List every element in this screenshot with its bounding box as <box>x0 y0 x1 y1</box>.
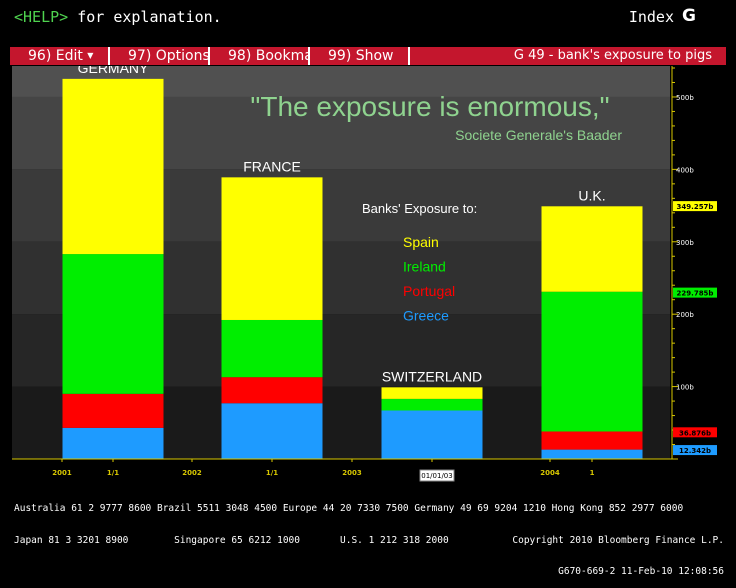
bar-segment-spain <box>381 387 483 399</box>
bars <box>62 78 643 459</box>
x-tick-label: 1/1 <box>266 469 278 477</box>
bar-segment-greece <box>541 449 643 459</box>
bar-segment-spain <box>541 206 643 292</box>
value-tag: 12.342b <box>673 445 717 456</box>
x-tick-label: 2004 <box>540 469 560 477</box>
x-tick-label: 2001 <box>52 469 72 477</box>
menu-bar: 96) Edit ▼ 97) Options ▼ 98) Bookmark 99… <box>10 47 726 65</box>
footer-line-1: Australia 61 2 9777 8600 Brazil 5511 304… <box>14 503 684 514</box>
category-label: U.K. <box>578 187 605 203</box>
edit-caret-icon: ▼ <box>87 51 94 60</box>
bar-segment-ireland <box>381 398 483 411</box>
value-tag-label: 349.257b <box>677 203 714 211</box>
chart-area: GERMANY FRANCE SWITZERLAND U.K. Banks' Expo… <box>10 60 726 484</box>
show-menu-label: 99) Show <box>328 48 394 64</box>
bookmark-menu[interactable]: 98) Bookmark <box>210 47 310 65</box>
index-label: Index <box>628 8 674 26</box>
category-label: GERMANY <box>78 66 149 76</box>
category-label: FRANCE <box>243 158 301 174</box>
options-menu-label: 97) Options <box>128 48 210 64</box>
legend-entry-greece: Greece <box>403 308 449 324</box>
screen-id-text: G670-669-2 11-Feb-10 12:08:56 <box>558 566 724 577</box>
y-tick-label: 200b <box>676 311 694 319</box>
value-tag: 36.876b <box>673 427 717 438</box>
value-tag-background <box>673 287 717 298</box>
bookmark-menu-label: 98) Bookmark <box>228 48 308 64</box>
bar-segment-ireland <box>541 291 643 432</box>
footer: Australia 61 2 9777 8600 Brazil 5511 304… <box>14 483 724 588</box>
footer-line-2: Japan 81 3 3201 8900 Singapore 65 6212 1… <box>14 534 724 547</box>
bar-segment-spain <box>221 177 323 320</box>
legend-entry-spain: Spain <box>403 234 439 250</box>
y-tick-label: 400b <box>676 166 694 174</box>
y-tick-label: 300b <box>676 239 694 247</box>
date-marker-label: 01/01/03 <box>421 472 452 480</box>
help-prompt[interactable]: <HELP> for explanation. <box>14 8 222 26</box>
edit-menu-label: 96) Edit <box>28 48 83 64</box>
value-tag: 229.785b <box>673 287 717 298</box>
annotation-source: Societe Generale's Baader <box>455 127 622 143</box>
bar-segment-greece <box>62 427 164 459</box>
help-key[interactable]: <HELP> <box>14 8 69 26</box>
copyright-text: Copyright 2010 Bloomberg Finance L.P. <box>512 534 724 546</box>
value-tag-label: 229.785b <box>677 290 714 298</box>
legend-title: Banks' Exposure to: <box>362 201 477 216</box>
value-tag-background <box>673 445 717 456</box>
options-menu[interactable]: 97) Options ▼ <box>110 47 210 65</box>
date-marker-box <box>419 469 455 482</box>
screen-title: G 49 - bank's exposure to pigs <box>513 48 712 63</box>
value-tag-background <box>673 201 717 212</box>
bar-segment-ireland <box>221 319 323 378</box>
y-tick-label: 500b <box>676 94 694 102</box>
footer-line-2-left: Japan 81 3 3201 8900 Singapore 65 6212 1… <box>14 534 449 546</box>
y-tick-label: 100b <box>676 384 694 392</box>
legend-entry-ireland: Ireland <box>403 259 446 275</box>
date-marker[interactable]: 01/01/03 <box>419 469 455 482</box>
value-tag-background <box>673 427 717 438</box>
bar-segment-greece <box>221 403 323 459</box>
bar-segment-ireland <box>62 254 164 394</box>
show-menu[interactable]: 99) Show <box>310 47 410 65</box>
bar-segment-spain <box>62 78 164 255</box>
value-tag: 349.257b <box>673 201 717 212</box>
bar-segment-portugal <box>221 377 323 404</box>
value-tag-label: 36.876b <box>679 429 711 437</box>
x-tick-label: 2003 <box>342 469 362 477</box>
bar-segment-portugal <box>541 431 643 450</box>
value-tag-label: 12.342b <box>679 447 711 455</box>
g-logo: G <box>682 6 696 26</box>
footer-line-3: G670-669-2 11-Feb-10 12:08:56 <box>14 566 724 578</box>
bar-segment-portugal <box>62 393 164 428</box>
x-tick-label: 1/1 <box>107 469 119 477</box>
annotation-quote: "The exposure is enormous," <box>250 91 609 122</box>
top-bar: <HELP> for explanation. Index G <box>0 0 736 44</box>
help-text: for explanation. <box>68 8 222 26</box>
category-label: SWITZERLAND <box>382 368 482 384</box>
legend: Banks' Exposure to: Spain Ireland Portugal G… <box>362 201 477 324</box>
x-tick-label: 2002 <box>182 469 202 477</box>
stacked-bar-chart: GERMANY FRANCE SWITZERLAND U.K. Banks' Expo… <box>10 60 726 484</box>
edit-menu[interactable]: 96) Edit ▼ <box>10 47 110 65</box>
y-axis: 100b 200b 300b 400b 500b 349.257b 229.785b 36.8… <box>671 66 717 460</box>
legend-entry-portugal: Portugal <box>403 283 455 299</box>
x-tick-label: 1 <box>590 469 595 477</box>
bar-segment-greece <box>381 410 483 459</box>
